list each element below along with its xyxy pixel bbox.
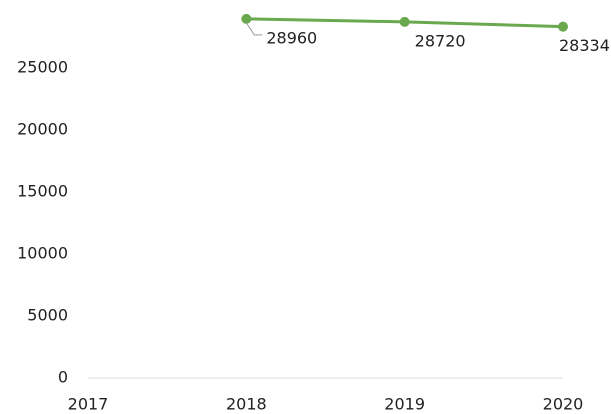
x-tick-label: 2018 [226, 395, 267, 414]
data-point [241, 13, 252, 24]
x-tick-label: 2019 [384, 395, 425, 414]
data-point [399, 16, 410, 27]
data-point [558, 21, 568, 32]
x-tick-label: 2017 [68, 395, 109, 414]
y-tick-label: 20000 [17, 120, 68, 139]
y-tick-label: 10000 [17, 244, 68, 263]
y-tick-label: 0 [58, 368, 68, 387]
data-label: 28334 [559, 36, 610, 55]
data-label: 28720 [415, 31, 466, 50]
x-tick-label: 2020 [543, 395, 584, 414]
y-tick-label: 5000 [27, 306, 68, 325]
y-tick-label: 25000 [17, 58, 68, 77]
data-label: 28960 [266, 28, 317, 47]
leader-line [245, 22, 263, 36]
y-tick-label: 15000 [17, 182, 68, 201]
